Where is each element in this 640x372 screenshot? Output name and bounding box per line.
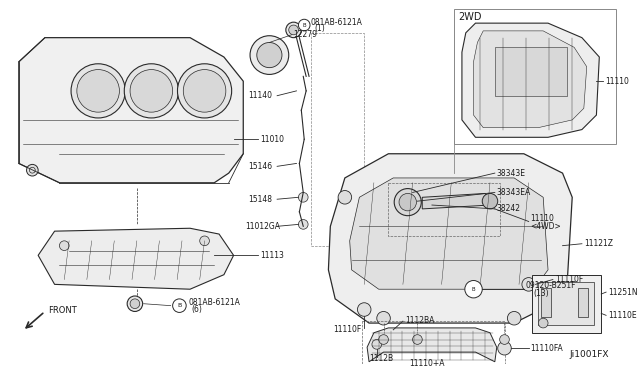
- Polygon shape: [328, 154, 572, 323]
- Bar: [578, 288, 588, 317]
- Circle shape: [127, 296, 143, 311]
- Text: 15146: 15146: [248, 162, 272, 171]
- Polygon shape: [474, 31, 587, 128]
- Text: Ji1001FX: Ji1001FX: [570, 350, 609, 359]
- Polygon shape: [462, 23, 599, 137]
- Circle shape: [257, 42, 282, 68]
- Circle shape: [546, 278, 559, 291]
- Bar: [388, 183, 500, 236]
- Circle shape: [338, 190, 351, 204]
- Circle shape: [200, 236, 209, 246]
- Text: B: B: [303, 23, 306, 28]
- Circle shape: [413, 335, 422, 344]
- Polygon shape: [19, 38, 243, 183]
- Text: 11012GA: 11012GA: [245, 222, 280, 231]
- Circle shape: [399, 193, 417, 211]
- Text: 12279: 12279: [294, 30, 317, 39]
- Text: 11110: 11110: [531, 214, 554, 223]
- Bar: [311, 33, 364, 246]
- Polygon shape: [38, 228, 234, 289]
- Text: 11121Z: 11121Z: [584, 239, 613, 248]
- Text: (6): (6): [191, 305, 202, 314]
- Circle shape: [538, 318, 548, 328]
- Circle shape: [26, 164, 38, 176]
- Text: (13): (13): [534, 289, 549, 298]
- Text: 2WD: 2WD: [458, 12, 481, 22]
- Bar: [454, 9, 616, 144]
- Circle shape: [483, 193, 498, 209]
- Text: 15148: 15148: [248, 195, 272, 204]
- Circle shape: [377, 311, 390, 325]
- Polygon shape: [349, 178, 548, 289]
- Circle shape: [289, 25, 298, 35]
- Circle shape: [500, 335, 509, 344]
- Text: 11110FA: 11110FA: [531, 344, 563, 353]
- Circle shape: [130, 299, 140, 308]
- Bar: [538, 282, 595, 325]
- Bar: [362, 321, 506, 365]
- Text: 1112B: 1112B: [369, 355, 393, 363]
- Circle shape: [498, 341, 511, 355]
- Text: 11110F: 11110F: [333, 326, 362, 334]
- Circle shape: [77, 70, 120, 112]
- Circle shape: [298, 219, 308, 229]
- Polygon shape: [422, 193, 490, 209]
- Text: 1112BA: 1112BA: [405, 316, 434, 325]
- Text: 38242: 38242: [497, 204, 521, 214]
- Circle shape: [173, 299, 186, 312]
- Circle shape: [177, 64, 232, 118]
- Bar: [532, 275, 601, 333]
- Bar: [495, 47, 568, 96]
- Text: FRONT: FRONT: [48, 306, 77, 315]
- Circle shape: [71, 64, 125, 118]
- Text: 11110E: 11110E: [608, 311, 637, 320]
- Circle shape: [183, 70, 226, 112]
- Circle shape: [60, 241, 69, 250]
- Text: 081AB-6121A: 081AB-6121A: [311, 18, 363, 27]
- Circle shape: [124, 64, 179, 118]
- Text: 11140: 11140: [248, 91, 272, 100]
- Circle shape: [298, 19, 310, 31]
- Circle shape: [522, 278, 536, 291]
- Circle shape: [250, 36, 289, 74]
- Text: B: B: [177, 303, 182, 308]
- Circle shape: [372, 340, 381, 349]
- Text: <4WD>: <4WD>: [531, 222, 561, 231]
- Circle shape: [379, 335, 388, 344]
- Text: 38343E: 38343E: [497, 169, 525, 177]
- Circle shape: [298, 192, 308, 202]
- Text: 11251N: 11251N: [608, 288, 637, 296]
- Text: (1): (1): [314, 25, 324, 33]
- Circle shape: [394, 189, 421, 216]
- Circle shape: [357, 303, 371, 316]
- Text: B: B: [472, 287, 476, 292]
- Text: 11113: 11113: [260, 251, 284, 260]
- Text: 11010: 11010: [260, 135, 284, 144]
- Polygon shape: [367, 328, 497, 362]
- Text: 11110F: 11110F: [555, 275, 583, 284]
- Circle shape: [286, 22, 301, 38]
- Circle shape: [508, 311, 521, 325]
- Text: 11110+A: 11110+A: [410, 359, 445, 368]
- Text: 081AB-6121A: 081AB-6121A: [188, 298, 240, 307]
- Text: 38343EA: 38343EA: [497, 188, 531, 197]
- Bar: [541, 288, 551, 317]
- Text: 09120-B251F: 09120-B251F: [526, 281, 576, 290]
- Circle shape: [130, 70, 173, 112]
- Circle shape: [465, 280, 483, 298]
- Text: 11110: 11110: [605, 77, 629, 86]
